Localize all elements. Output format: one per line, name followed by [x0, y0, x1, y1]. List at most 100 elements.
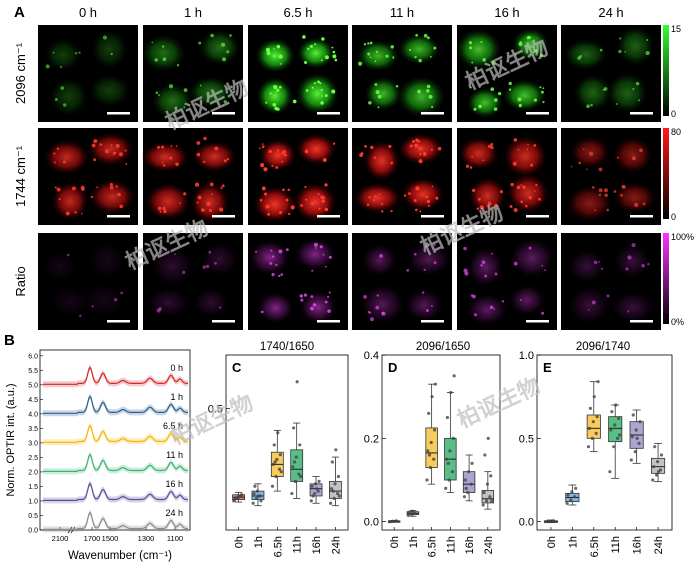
data-point: [253, 484, 257, 488]
data-point: [609, 428, 613, 432]
data-point: [406, 513, 410, 518]
y-tick-label: 2.5: [28, 455, 38, 462]
data-point: [574, 486, 578, 490]
spectrum-trace: [43, 453, 188, 472]
scale-bar: [212, 215, 235, 218]
scale-bar: [107, 320, 130, 323]
plot-title: 2096/1650: [416, 341, 470, 353]
y-tick-label: 1.5: [28, 484, 38, 491]
data-point: [447, 478, 451, 482]
data-point: [637, 441, 641, 445]
data-point: [240, 493, 244, 497]
category-label: 6.5h: [272, 536, 284, 557]
y-tick-label: 0.2: [364, 433, 379, 445]
microscopy-image: [352, 25, 452, 122]
data-point: [547, 520, 552, 524]
data-point: [432, 457, 436, 461]
data-point: [332, 496, 336, 501]
spectrum-label: 24 h: [165, 508, 183, 518]
data-point: [334, 448, 338, 452]
microscopy-image: [561, 25, 661, 122]
data-point: [310, 484, 314, 488]
data-point: [428, 465, 432, 470]
data-point: [451, 436, 455, 440]
box: [425, 427, 438, 468]
data-point: [630, 435, 634, 439]
panel-letter: D: [388, 360, 397, 375]
data-point: [394, 519, 398, 523]
data-point: [294, 455, 298, 459]
plot-title: 2096/1740: [576, 341, 630, 353]
data-point: [444, 457, 449, 461]
scale-bar: [630, 215, 653, 218]
time-header: 24 h: [598, 5, 623, 20]
box-plot-C: 1740/1650 C 0.5 0h 1h 6.5h 11h 16h 24h: [208, 341, 349, 557]
microscopy-image: [38, 128, 138, 225]
data-point: [656, 470, 661, 474]
image-grid: [38, 25, 661, 330]
y-tick-label: 3.5: [28, 426, 38, 433]
data-point: [316, 489, 320, 493]
spectrum-band: [43, 480, 188, 504]
panel-a-label: A: [14, 4, 25, 21]
data-point: [595, 415, 599, 419]
data-point: [588, 406, 593, 410]
row-label: 2096 cm⁻¹: [13, 42, 28, 104]
y-tick-label: 0.4: [364, 350, 379, 362]
data-point: [587, 426, 592, 430]
scale-bar: [212, 112, 235, 115]
data-point: [251, 501, 255, 505]
panel-letter: C: [232, 360, 242, 375]
data-point: [655, 460, 660, 464]
data-point: [237, 494, 241, 498]
data-point: [448, 449, 452, 453]
data-point: [573, 495, 577, 499]
data-point: [631, 413, 635, 417]
data-point: [486, 436, 490, 440]
box: [586, 414, 601, 439]
data-point: [613, 423, 617, 427]
data-point: [592, 395, 596, 399]
data-point: [295, 380, 299, 384]
category-label: 1h: [253, 536, 265, 548]
data-point: [293, 479, 297, 483]
data-point: [330, 460, 334, 464]
category-label: 24h: [653, 536, 665, 554]
data-point: [331, 489, 335, 493]
data-point: [313, 491, 317, 496]
spectra-y-label: Norm. OPTIR int. (a.u.): [5, 383, 17, 496]
y-tick-label: 0.0: [519, 517, 534, 529]
colorbar-max-label: 15: [671, 24, 681, 34]
y-tick-label: 0.0: [364, 517, 379, 529]
data-point: [566, 493, 570, 497]
data-point: [629, 458, 633, 462]
spectrum-band: [43, 422, 188, 446]
data-point: [299, 474, 303, 479]
microscopy-image: [561, 233, 661, 330]
spectra-frame: [39, 349, 191, 531]
scale-bar: [317, 112, 340, 115]
data-point: [470, 461, 474, 465]
data-point: [633, 450, 637, 454]
microscopy-image: [561, 128, 661, 225]
plot-frame: [225, 354, 349, 531]
microscopy-image: [38, 233, 138, 330]
spectra-x-label: Wavenumber (cm⁻¹): [68, 550, 172, 562]
y-tick-label: 4.0: [28, 411, 38, 418]
data-point: [255, 496, 259, 501]
data-point: [298, 443, 302, 447]
data-point: [432, 428, 437, 432]
data-point: [270, 484, 275, 488]
y-tick-label: 1.0: [519, 350, 534, 362]
microscopy-image: [248, 233, 348, 330]
microscopy-image: [141, 25, 243, 122]
y-tick-label: 4.5: [28, 397, 38, 404]
data-point: [616, 416, 621, 420]
data-point: [291, 465, 295, 469]
data-point: [608, 470, 612, 474]
data-point: [452, 374, 456, 378]
time-headers: 0 h 1 h 6.5 h 11 h 16 h 24 h: [79, 5, 624, 20]
x-tick-label: 1500: [102, 534, 119, 543]
y-tick-label: 6.0: [28, 353, 38, 360]
microscopy-image: [248, 128, 348, 225]
